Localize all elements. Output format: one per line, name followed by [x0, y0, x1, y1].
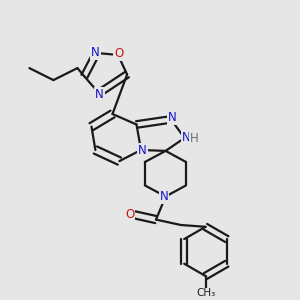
- Text: O: O: [114, 47, 123, 60]
- Text: N: N: [95, 88, 104, 100]
- Text: N: N: [160, 190, 169, 203]
- Text: N: N: [182, 130, 190, 144]
- Text: O: O: [125, 208, 134, 221]
- Text: CH₃: CH₃: [196, 288, 215, 298]
- Text: N: N: [138, 143, 147, 157]
- Text: N: N: [91, 46, 100, 59]
- Text: N: N: [167, 111, 176, 124]
- Text: H: H: [190, 131, 199, 145]
